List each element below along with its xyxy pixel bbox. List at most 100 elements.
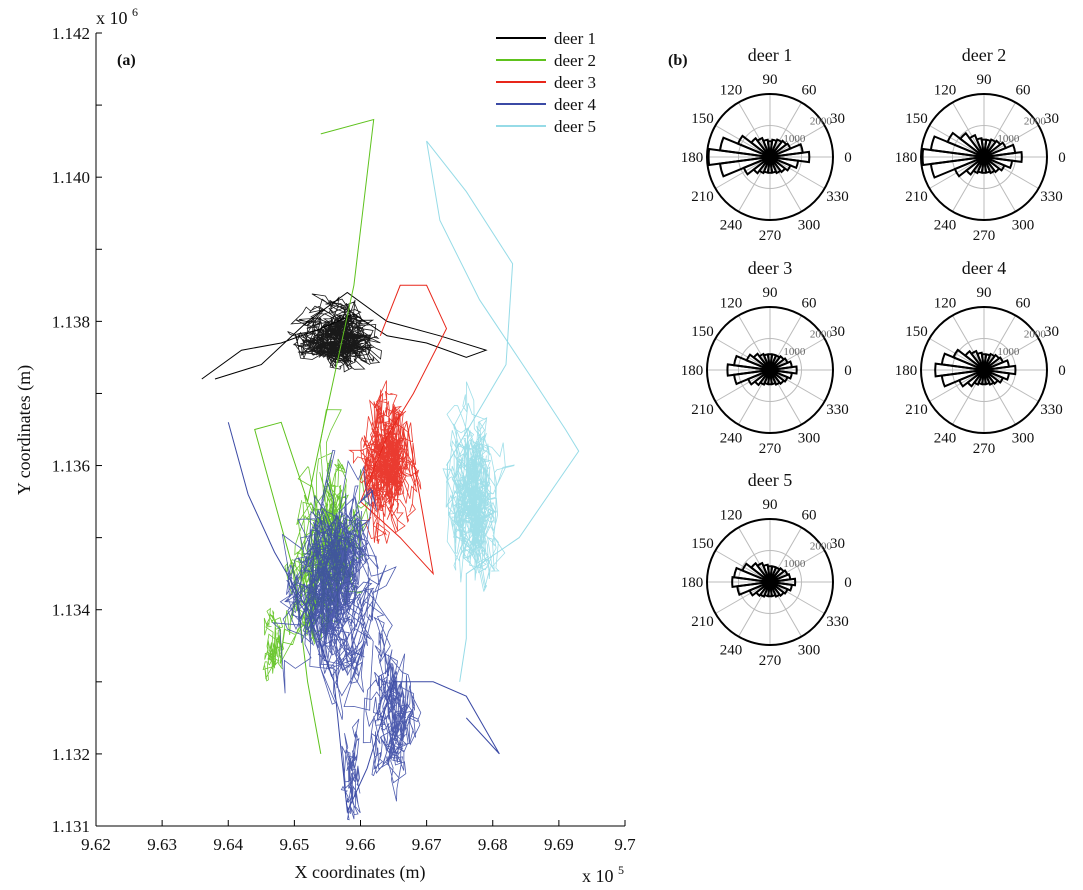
rose-angle-label: 30: [830, 536, 845, 552]
rose-angle-label: 210: [691, 189, 714, 205]
rose-angle-label: 180: [681, 150, 704, 166]
rose-bin: [746, 369, 771, 386]
rose-angle-label: 300: [1012, 218, 1035, 234]
x-tick-label: 9.62: [81, 835, 111, 854]
plot-area: [96, 33, 625, 826]
rose-angle-label: 120: [720, 507, 743, 523]
rose-angle-label: 330: [1040, 189, 1063, 205]
rose-radial-label: 2000: [1024, 329, 1047, 341]
rose-bin: [748, 581, 771, 597]
rose-angle-label: 180: [681, 363, 704, 379]
rose-ring: [738, 338, 802, 402]
rose-bin: [769, 569, 789, 583]
rose-angle-label: 180: [681, 575, 704, 591]
x-axis-label: X coordinates (m): [295, 862, 426, 883]
rose-angle-label: 120: [934, 295, 957, 311]
y-tick-label: 1.142: [52, 24, 90, 43]
rose-title: deer 4: [962, 258, 1006, 278]
rose-angle-label: 300: [798, 218, 821, 234]
track-path: [201, 291, 488, 380]
rose-deer-3: 1000 2000 0 30 60 90 120 150 180 210 240 270 300 330 d…: [681, 258, 852, 457]
track-cluster: [287, 293, 382, 373]
rose-bin: [769, 365, 798, 375]
rose-bin: [769, 566, 786, 583]
rose-angle-label: 30: [1044, 111, 1059, 127]
y-tick-label: 1.131: [52, 817, 90, 836]
panel-label-b: (b): [668, 52, 688, 69]
y-multiplier-base: x 10: [96, 8, 128, 28]
rose-bin: [769, 139, 788, 158]
rose-angle-label: 240: [934, 218, 957, 234]
rose-grid: 100020000306090120150180210240270300330d…: [681, 45, 1066, 669]
rose-bin: [769, 577, 797, 587]
rose-bin: [769, 142, 792, 158]
rose-deer-2: 1000 2000 0 30 60 90 120 150 180 210 240 270 300 330 d…: [895, 45, 1066, 244]
rose-angle-label: 0: [1058, 150, 1066, 166]
rose-radial-label: 1000: [997, 346, 1020, 358]
rose-bin: [752, 156, 771, 175]
rose-bin: [731, 575, 771, 589]
rose-angle-label: 0: [1058, 363, 1066, 379]
rose-ring: [706, 306, 834, 434]
rose-bin: [983, 369, 1011, 381]
rose-bin: [929, 156, 985, 179]
rose-bin: [769, 357, 789, 371]
y-tick-label: 1.138: [52, 312, 90, 331]
rose-bin: [718, 156, 771, 178]
rose-bin: [983, 141, 1008, 158]
series-deer-3: [348, 284, 448, 576]
rose-angle-label: 180: [895, 150, 918, 166]
rose-ring: [706, 93, 834, 221]
rose-bin: [983, 359, 1011, 371]
rose-angle-label: 90: [763, 285, 778, 301]
y-tick-label: 1.136: [52, 457, 90, 476]
series-deer-5: [426, 140, 580, 682]
rose-deer-4: 1000 2000 0 30 60 90 120 150 180 210 240 270 300 330 d…: [895, 258, 1066, 457]
rose-bin: [769, 156, 800, 170]
rose-ring: [738, 125, 802, 189]
rose-deer-5: 1000 2000 0 30 60 90 120 150 180 210 240 270 300 330 d…: [681, 470, 852, 669]
rose-bin: [966, 369, 985, 388]
rose-bin: [957, 369, 985, 388]
x-multiplier-exp: 5: [618, 863, 624, 877]
rose-bin: [769, 581, 794, 592]
rose-bin: [983, 139, 1002, 158]
rose-angle-label: 150: [691, 536, 714, 552]
rose-angle-label: 60: [802, 82, 817, 98]
track-path: [227, 422, 500, 814]
legend: deer 1 deer 2 deer 3 deer 4 deer 5: [496, 29, 597, 136]
rose-deer-1: 1000 2000 0 30 60 90 120 150 180 210 240 270 300 330 d…: [681, 45, 852, 244]
rose-ring: [952, 125, 1016, 189]
rose-radial-label: 2000: [810, 541, 833, 553]
y-tick-label: 1.140: [52, 168, 90, 187]
rose-bin: [940, 369, 985, 388]
y-tick-label: 1.132: [52, 745, 90, 764]
rose-bin: [973, 369, 985, 386]
y-axis-label: Y coordinates (m): [14, 365, 35, 495]
rose-angle-label: 30: [1044, 324, 1059, 340]
rose-bin: [983, 364, 1017, 376]
rose-bin: [769, 150, 811, 164]
legend-entry: deer 5: [554, 117, 596, 136]
rose-angle-label: 270: [759, 441, 782, 457]
rose-angle-label: 90: [763, 72, 778, 88]
rose-bin: [759, 581, 771, 598]
rose-angle-label: 60: [1016, 295, 1031, 311]
rose-bin: [972, 156, 985, 175]
track-cluster: [271, 449, 397, 720]
track-cluster: [442, 381, 515, 592]
rose-bin: [769, 369, 794, 380]
rose-bin: [921, 147, 985, 167]
track-cluster: [348, 380, 422, 544]
rose-angle-label: 0: [844, 150, 852, 166]
rose-angle-label: 210: [691, 402, 714, 418]
rose-title: deer 2: [962, 45, 1006, 65]
rose-bin: [983, 353, 1001, 371]
rose-bin: [726, 363, 771, 377]
y-ticks: 1.131 1.132 1.134 1.136 1.138 1.140 1.142: [52, 24, 102, 836]
rose-radial-label: 1000: [783, 133, 806, 145]
rose-angle-label: 240: [720, 431, 743, 447]
rose-angle-label: 270: [973, 228, 996, 244]
track-cluster: [362, 616, 422, 802]
rose-bin: [758, 156, 771, 175]
